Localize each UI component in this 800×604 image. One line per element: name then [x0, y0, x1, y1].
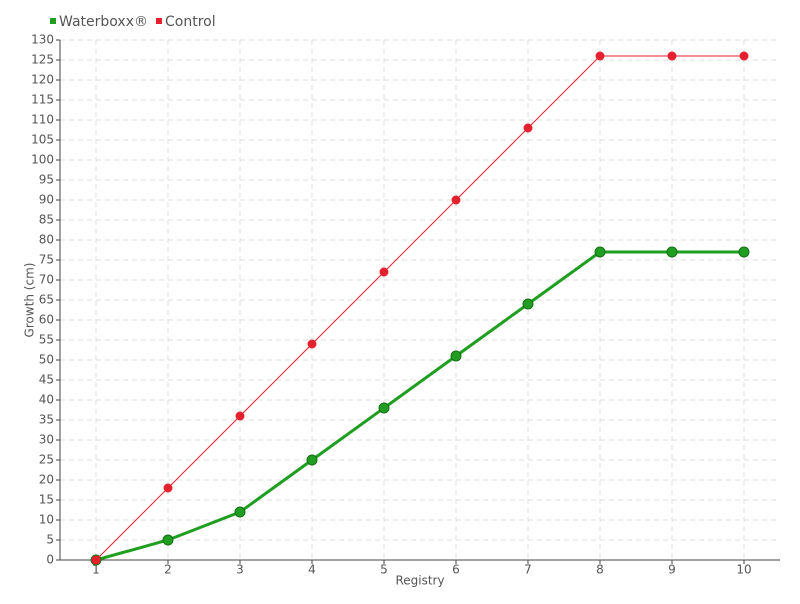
y-tick-label: 0	[46, 553, 54, 567]
x-tick-label: 5	[380, 563, 388, 577]
x-tick-label: 4	[308, 563, 316, 577]
y-tick-label: 85	[39, 213, 54, 227]
data-point	[379, 267, 389, 277]
data-point	[235, 411, 245, 421]
x-tick-label: 10	[736, 563, 751, 577]
legend-label: Control	[165, 14, 216, 30]
y-tick-label: 130	[31, 33, 54, 47]
x-tick-label: 3	[236, 563, 244, 577]
y-tick-label: 110	[31, 113, 54, 127]
data-point	[595, 51, 605, 61]
y-tick-label: 75	[39, 253, 54, 267]
data-point	[522, 298, 534, 310]
y-tick-label: 105	[31, 133, 54, 147]
x-tick-label: 1	[92, 563, 100, 577]
data-point	[667, 51, 677, 61]
x-axis-label: Registry	[395, 574, 444, 588]
x-tick-label: 9	[668, 563, 676, 577]
data-point	[91, 555, 101, 565]
y-axis-label: Growth (cm)	[23, 263, 37, 338]
y-tick-label: 50	[39, 353, 54, 367]
y-tick-label: 65	[39, 293, 54, 307]
y-tick-label: 125	[31, 53, 54, 67]
x-tick-label: 8	[596, 563, 604, 577]
data-point	[450, 350, 462, 362]
y-tick-label: 95	[39, 173, 54, 187]
legend-swatch	[50, 18, 56, 24]
y-tick-label: 40	[39, 393, 54, 407]
data-point	[163, 483, 173, 493]
y-tick-label: 70	[39, 273, 54, 287]
data-point	[451, 195, 461, 205]
x-tick-label: 2	[164, 563, 172, 577]
y-tick-label: 15	[39, 493, 54, 507]
y-tick-label: 100	[31, 153, 54, 167]
legend-label: Waterboxx®	[59, 14, 148, 30]
y-tick-label: 115	[31, 93, 54, 107]
data-point	[234, 506, 246, 518]
legend-swatch	[155, 18, 162, 24]
y-tick-label: 30	[39, 433, 54, 447]
y-tick-label: 35	[39, 413, 54, 427]
data-point	[162, 534, 174, 546]
y-tick-label: 120	[31, 73, 54, 87]
y-tick-label: 10	[39, 513, 54, 527]
data-point	[594, 246, 606, 258]
data-point	[306, 454, 318, 466]
y-tick-label: 80	[39, 233, 54, 247]
data-point	[738, 246, 750, 258]
data-point	[666, 246, 678, 258]
series-line	[95, 55, 744, 561]
y-tick-label: 90	[39, 193, 54, 207]
data-point	[739, 51, 749, 61]
y-tick-label: 20	[39, 473, 54, 487]
y-tick-label: 45	[39, 373, 54, 387]
y-tick-label: 55	[39, 333, 54, 347]
data-point	[523, 123, 533, 133]
y-tick-label: 25	[39, 453, 54, 467]
x-tick-label: 6	[452, 563, 460, 577]
y-tick-label: 5	[46, 533, 54, 547]
data-point	[378, 402, 390, 414]
y-tick-label: 60	[39, 313, 54, 327]
x-tick-label: 7	[524, 563, 532, 577]
data-point	[307, 339, 317, 349]
series-line	[95, 250, 744, 562]
